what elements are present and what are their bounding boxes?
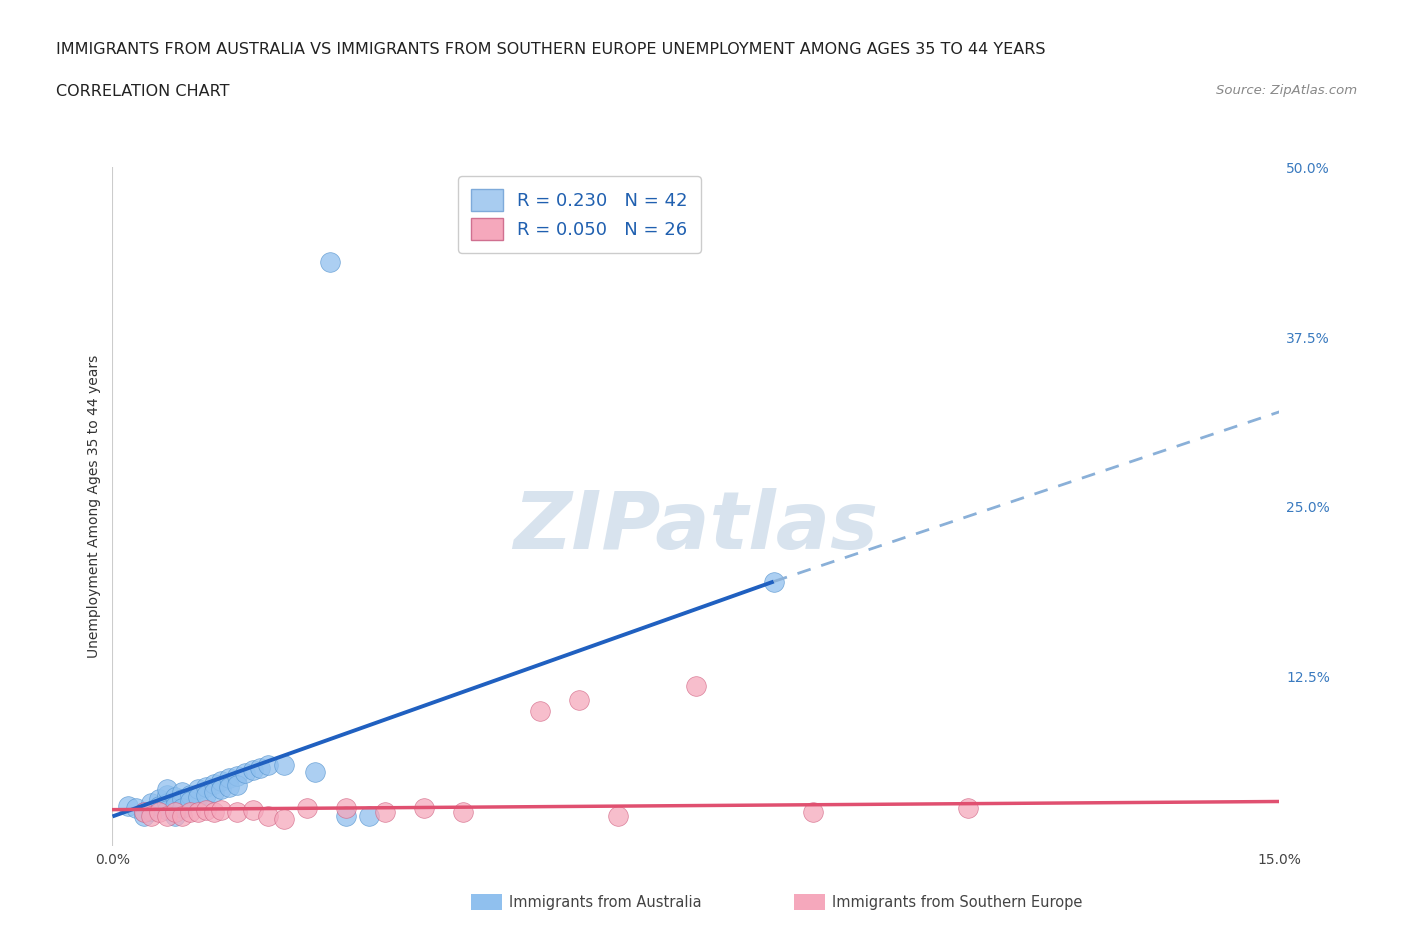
Point <box>319 255 342 270</box>
Point <box>156 795 179 810</box>
Point <box>762 574 785 589</box>
Point <box>242 763 264 777</box>
Point <box>209 782 232 797</box>
Point <box>187 805 209 820</box>
Point <box>226 805 249 820</box>
Point <box>257 757 280 772</box>
Point <box>233 765 256 780</box>
Point <box>226 768 249 783</box>
Point <box>148 798 170 813</box>
Point <box>179 805 201 820</box>
Point <box>148 805 170 820</box>
Point <box>257 809 280 824</box>
Point <box>156 788 179 803</box>
Point <box>335 801 357 816</box>
Point <box>529 703 551 718</box>
Point <box>801 805 824 820</box>
Point <box>179 794 201 809</box>
Point <box>141 804 163 818</box>
Point <box>218 779 240 794</box>
Point <box>451 805 474 820</box>
Point <box>156 809 179 824</box>
Y-axis label: Unemployment Among Ages 35 to 44 years: Unemployment Among Ages 35 to 44 years <box>87 355 101 658</box>
Point <box>172 801 194 816</box>
Point <box>359 809 381 824</box>
Point <box>249 760 271 775</box>
Point <box>156 803 179 817</box>
Point <box>156 782 179 797</box>
Text: IMMIGRANTS FROM AUSTRALIA VS IMMIGRANTS FROM SOUTHERN EUROPE UNEMPLOYMENT AMONG : IMMIGRANTS FROM AUSTRALIA VS IMMIGRANTS … <box>56 42 1046 57</box>
Point <box>335 809 357 824</box>
Point <box>218 771 240 786</box>
Point <box>226 777 249 792</box>
Point <box>202 777 225 791</box>
Point <box>209 774 232 789</box>
Point <box>132 809 155 824</box>
Point <box>179 788 201 803</box>
Point <box>295 801 318 816</box>
Point <box>194 803 217 817</box>
Point <box>209 803 232 817</box>
Point <box>412 801 434 816</box>
Point <box>117 798 139 813</box>
Text: Immigrants from Southern Europe: Immigrants from Southern Europe <box>832 895 1083 910</box>
Point <box>187 782 209 797</box>
Point <box>242 803 264 817</box>
Point <box>607 809 630 824</box>
Point <box>685 679 707 694</box>
Point <box>172 785 194 800</box>
Point <box>132 805 155 820</box>
Point <box>163 805 186 820</box>
Point <box>148 791 170 806</box>
Point <box>163 798 186 813</box>
Point <box>374 805 396 820</box>
Text: ZIPatlas: ZIPatlas <box>513 488 879 566</box>
Point <box>273 812 295 827</box>
Point <box>172 791 194 806</box>
Text: Immigrants from Australia: Immigrants from Australia <box>509 895 702 910</box>
Point <box>163 790 186 804</box>
Point <box>202 805 225 820</box>
Point <box>194 779 217 794</box>
Point <box>194 788 217 803</box>
Point <box>187 790 209 804</box>
Point <box>202 785 225 800</box>
Point <box>163 809 186 824</box>
Text: Source: ZipAtlas.com: Source: ZipAtlas.com <box>1216 84 1357 97</box>
Point <box>172 809 194 824</box>
Text: CORRELATION CHART: CORRELATION CHART <box>56 84 229 99</box>
Point <box>132 805 155 820</box>
Legend: R = 0.230   N = 42, R = 0.050   N = 26: R = 0.230 N = 42, R = 0.050 N = 26 <box>458 177 700 253</box>
Point <box>141 809 163 824</box>
Point <box>568 692 591 707</box>
Point <box>304 764 326 779</box>
Point <box>125 801 148 816</box>
Point <box>141 795 163 810</box>
Point <box>957 801 980 816</box>
Point <box>273 757 295 772</box>
